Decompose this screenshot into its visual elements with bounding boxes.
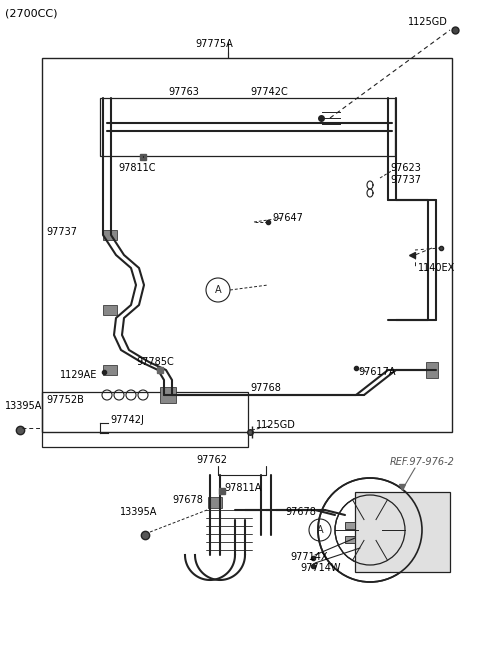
Text: 97811C: 97811C xyxy=(118,163,156,173)
Bar xyxy=(42,58,452,432)
Text: 97623: 97623 xyxy=(390,163,421,173)
Text: A: A xyxy=(215,285,221,295)
Text: 1125GD: 1125GD xyxy=(256,420,296,430)
Bar xyxy=(160,387,176,403)
Text: 97785C: 97785C xyxy=(136,357,174,367)
Text: 13395A: 13395A xyxy=(5,401,42,411)
Bar xyxy=(208,497,222,508)
Bar xyxy=(345,536,355,543)
Text: 1125GD: 1125GD xyxy=(408,17,448,27)
Text: 97714W: 97714W xyxy=(300,563,340,573)
Text: 97737: 97737 xyxy=(46,227,77,237)
Text: 97737: 97737 xyxy=(390,175,421,185)
Text: 97768: 97768 xyxy=(250,383,281,393)
Text: REF.97-976-2: REF.97-976-2 xyxy=(390,457,455,467)
Text: 97763: 97763 xyxy=(168,87,199,97)
Bar xyxy=(103,365,117,375)
Bar xyxy=(100,98,395,156)
Text: 97617A: 97617A xyxy=(358,367,396,377)
Text: 1140EX: 1140EX xyxy=(418,263,455,273)
Bar xyxy=(426,362,438,378)
Bar xyxy=(345,522,355,529)
Text: (2700CC): (2700CC) xyxy=(5,9,58,19)
Text: 13395A: 13395A xyxy=(120,507,157,517)
Bar xyxy=(355,492,450,572)
Text: 1129AE: 1129AE xyxy=(60,370,97,380)
Text: 97811A: 97811A xyxy=(224,483,262,493)
Text: 97775A: 97775A xyxy=(195,39,233,49)
Text: 97678: 97678 xyxy=(285,507,316,517)
Text: 97752B: 97752B xyxy=(46,395,84,405)
Text: 97762: 97762 xyxy=(196,455,227,465)
Text: 97678: 97678 xyxy=(172,495,203,505)
Text: 97742C: 97742C xyxy=(250,87,288,97)
Bar xyxy=(42,392,248,447)
Text: 97647: 97647 xyxy=(272,213,303,223)
Circle shape xyxy=(358,518,382,542)
Text: A: A xyxy=(317,525,324,535)
Text: 97714X: 97714X xyxy=(290,552,327,562)
Text: 97742J: 97742J xyxy=(110,415,144,425)
Bar xyxy=(103,305,117,315)
Bar xyxy=(103,230,117,240)
